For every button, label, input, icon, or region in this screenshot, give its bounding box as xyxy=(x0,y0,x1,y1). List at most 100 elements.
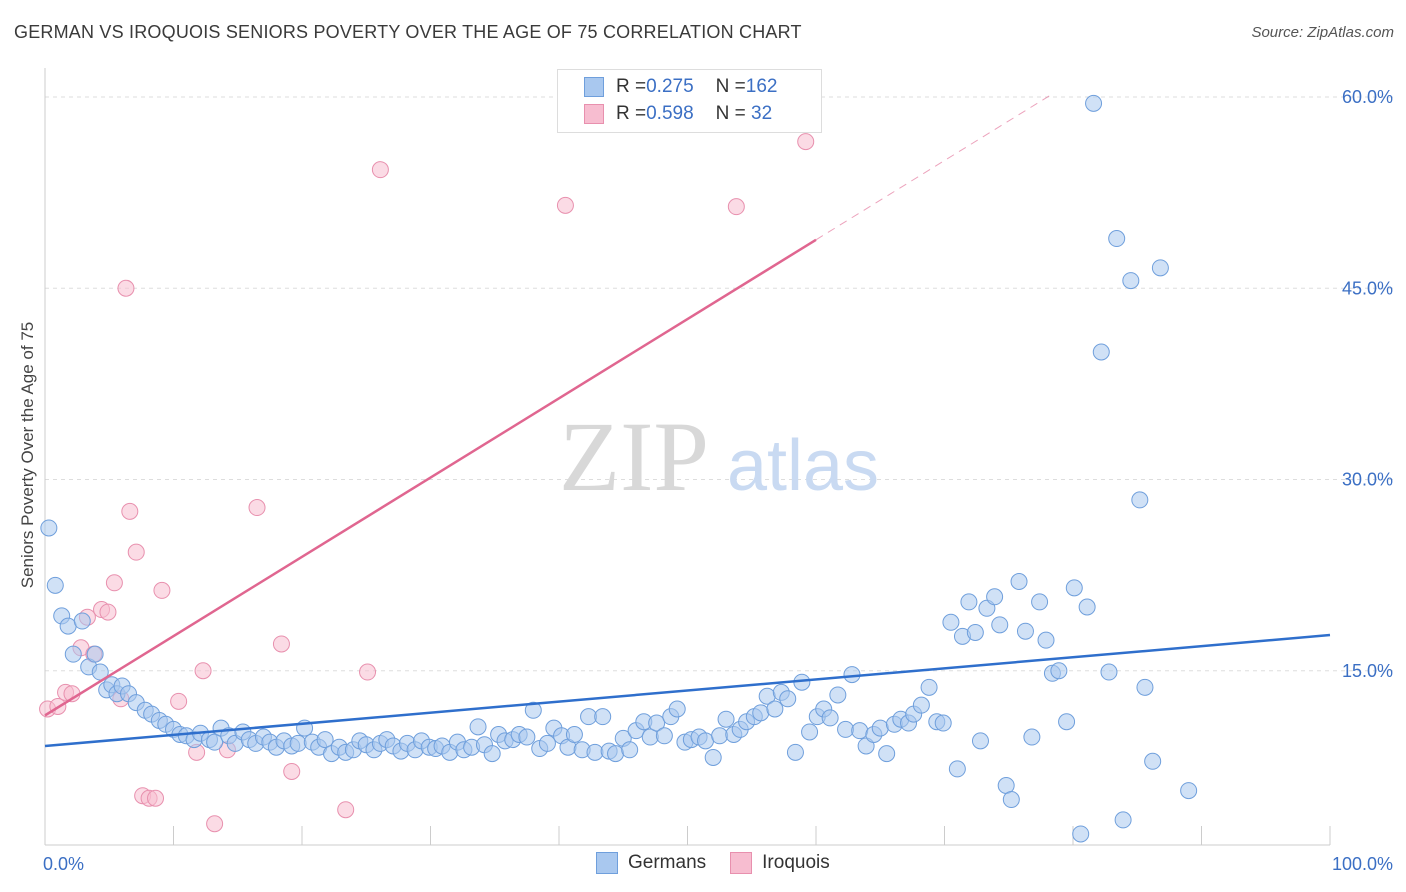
n-value: 162 xyxy=(745,76,778,97)
germans-point xyxy=(518,728,536,746)
x-tick-label: 0.0% xyxy=(43,854,84,874)
germans-point xyxy=(1085,94,1103,112)
iroquois-point xyxy=(797,133,815,151)
germans-point xyxy=(1180,782,1198,800)
iroquois-point xyxy=(127,543,145,561)
iroquois-point xyxy=(283,762,301,780)
germans-point xyxy=(986,588,1004,606)
iroquois-point xyxy=(153,581,171,599)
germans-point xyxy=(46,576,64,594)
germans-point xyxy=(1010,573,1028,590)
r-value: 0.598 xyxy=(646,103,694,124)
germans-points xyxy=(40,94,1198,843)
n-label: N = xyxy=(715,76,746,97)
iroquois-point xyxy=(99,603,117,621)
germans-point xyxy=(942,613,960,631)
germans-point xyxy=(1100,663,1118,681)
germans-point xyxy=(801,723,819,741)
germans-point xyxy=(717,710,735,728)
germans-point xyxy=(948,760,966,778)
germans-point xyxy=(1023,728,1041,746)
germans-point xyxy=(1050,662,1068,680)
iroquois-point xyxy=(147,789,165,807)
germans-point xyxy=(829,686,847,704)
gridlines xyxy=(45,96,1395,672)
source-note: Source: ZipAtlas.com xyxy=(1251,24,1394,41)
x-tick-label: 100.0% xyxy=(1332,854,1393,874)
germans-point xyxy=(966,624,984,641)
germans-point xyxy=(1058,713,1076,731)
germans-point xyxy=(934,714,952,732)
iroquois-point xyxy=(248,499,266,517)
iroquois-point xyxy=(371,161,389,179)
germans-point xyxy=(878,745,896,763)
germans-point xyxy=(40,519,58,537)
iroquois-point xyxy=(337,801,355,819)
stats-legend: R = 0.275 N = 162 R = 0.598 N = 32 xyxy=(557,69,822,133)
germans-point xyxy=(1114,811,1132,829)
germans-point xyxy=(565,726,583,743)
legend-item-iroquois[interactable]: Iroquois xyxy=(730,852,830,874)
iroquois-point xyxy=(121,502,139,520)
germans-point xyxy=(1031,593,1049,611)
germans-point xyxy=(1072,825,1090,843)
iroquois-trend-extension xyxy=(815,92,1054,241)
germans-point xyxy=(316,731,334,749)
germans-point xyxy=(871,719,889,737)
y-tick-label: 15.0% xyxy=(1342,661,1393,681)
germans-point xyxy=(920,678,938,696)
iroquois-point xyxy=(117,279,135,297)
germans-point xyxy=(483,745,501,763)
germans-swatch xyxy=(584,77,604,97)
germans-point xyxy=(648,714,666,732)
germans-point xyxy=(704,748,722,766)
iroquois-point xyxy=(105,574,123,592)
r-value: 0.275 xyxy=(646,76,694,97)
y-tick-label: 45.0% xyxy=(1342,278,1393,298)
legend-row-germans: R = 0.275 N = 162 xyxy=(584,75,777,99)
germans-point xyxy=(711,727,729,745)
series-legend: Germans Iroquois xyxy=(596,852,854,874)
germans-point xyxy=(1108,230,1126,248)
germans-point xyxy=(1092,343,1110,361)
germans-point xyxy=(696,732,714,750)
germans-point xyxy=(580,708,598,726)
y-tick-label: 30.0% xyxy=(1342,470,1393,490)
legend-item-germans[interactable]: Germans xyxy=(596,852,706,874)
germans-point xyxy=(837,720,855,738)
germans-point xyxy=(821,709,839,727)
germans-point xyxy=(1131,491,1149,509)
germans-point xyxy=(655,727,673,745)
iroquois-point xyxy=(556,196,574,214)
iroquois-point xyxy=(359,663,377,681)
legend-row-iroquois: R = 0.598 N = 32 xyxy=(584,102,772,126)
germans-point xyxy=(1144,752,1162,770)
germans-point xyxy=(538,734,556,752)
germans-point xyxy=(1065,579,1083,597)
germans-point xyxy=(991,616,1009,634)
y-tick-label: 60.0% xyxy=(1342,87,1393,107)
germans-point xyxy=(1016,622,1034,640)
germans-point xyxy=(586,743,604,761)
germans-point xyxy=(779,690,797,708)
germans-point xyxy=(289,734,307,752)
germans-point xyxy=(64,645,82,663)
iroquois-point xyxy=(206,815,224,833)
germans-point xyxy=(524,701,542,719)
germans-trendline xyxy=(44,633,1331,748)
germans-point xyxy=(851,722,869,740)
iroquois-swatch xyxy=(584,104,604,124)
germans-point xyxy=(59,617,77,635)
germans-point xyxy=(469,718,487,736)
tick-labels: 15.0% 30.0% 45.0% 60.0% 0.0% 100.0% xyxy=(43,87,1393,874)
watermark-atlas: atlas xyxy=(727,426,879,506)
germans-point xyxy=(1136,678,1154,696)
iroquois-point xyxy=(170,692,188,710)
germans-point xyxy=(1037,631,1055,649)
legend-label: Iroquois xyxy=(762,852,830,873)
germans-point xyxy=(1078,598,1096,616)
iroquois-swatch xyxy=(730,852,753,874)
germans-point xyxy=(621,741,639,759)
n-value: 32 xyxy=(745,103,773,124)
